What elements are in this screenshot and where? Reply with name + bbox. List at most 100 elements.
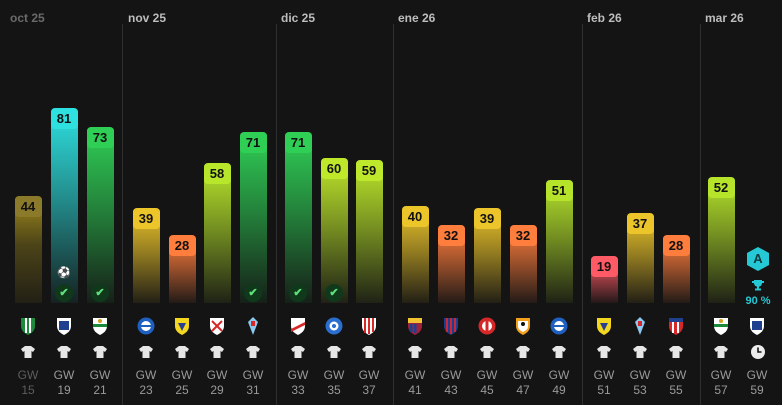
gameweek-number: 47 [516, 383, 530, 397]
gameweek-number: 25 [175, 383, 189, 397]
opponent-crest-icon-elche [714, 318, 728, 335]
fixture-bar[interactable] [545, 180, 573, 303]
gameweek-label: GW 21 [85, 368, 115, 398]
difficulty-score: 37 [626, 213, 654, 235]
month-divider [122, 24, 123, 405]
month-label: mar 26 [705, 11, 744, 25]
fixture-bar[interactable] [284, 132, 312, 303]
month-divider [582, 24, 583, 405]
opponent-crest-icon-barcelona [408, 318, 422, 335]
gameweek-prefix: GW [593, 368, 615, 382]
month-divider [393, 24, 394, 405]
gameweek-number: 35 [327, 383, 341, 397]
gameweek-label: GW 43 [436, 368, 466, 398]
shirt-icon [552, 346, 566, 358]
opponent-crest-icon-betis [21, 318, 35, 335]
difficulty-score: 52 [707, 177, 735, 199]
gameweek-number: 31 [246, 383, 260, 397]
difficulty-score: 60 [320, 158, 348, 179]
fixture-bar[interactable] [320, 159, 348, 303]
gameweek-number: 19 [57, 383, 71, 397]
shirt-icon [597, 346, 611, 358]
shirt-icon [444, 346, 458, 358]
gameweek-number: 33 [291, 383, 305, 397]
shirt-icon [210, 346, 224, 358]
gameweek-prefix: GW [548, 368, 570, 382]
fixture-bar[interactable] [86, 127, 114, 303]
difficulty-score: 40 [401, 206, 429, 227]
difficulty-score: 71 [239, 131, 267, 153]
gameweek-number: 51 [597, 383, 611, 397]
gameweek-label: GW 37 [354, 368, 384, 398]
gameweek-number: 23 [139, 383, 153, 397]
month-divider [276, 24, 277, 405]
gameweek-label: GW 33 [283, 368, 313, 398]
gameweek-prefix: GW [746, 368, 768, 382]
gameweek-number: 29 [210, 383, 224, 397]
opponent-crest-icon-villarreal [597, 318, 611, 335]
month-label: dic 25 [281, 11, 316, 25]
gameweek-label: GW 49 [544, 368, 574, 398]
gameweek-label: GW 25 [167, 368, 197, 398]
gameweek-label: GW 53 [625, 368, 655, 398]
fixture-bar[interactable] [355, 161, 383, 303]
gameweek-prefix: GW [89, 368, 111, 382]
opponent-crest-icon-rayo [291, 318, 305, 335]
gameweek-label: GW 45 [472, 368, 502, 398]
gameweek-prefix: GW [476, 368, 498, 382]
gameweek-number: 57 [714, 383, 728, 397]
clean-sheet-icon: ✔ [91, 284, 109, 302]
gameweek-prefix: GW [629, 368, 651, 382]
gameweek-label: GW 35 [319, 368, 349, 398]
opponent-crest-icon-sevilla [210, 318, 224, 335]
gameweek-number: 59 [750, 383, 764, 397]
difficulty-score: 59 [355, 160, 383, 182]
gameweek-prefix: GW [358, 368, 380, 382]
gameweek-number: 37 [362, 383, 376, 397]
difficulty-score: 28 [168, 234, 196, 256]
gameweek-label: GW 15 [13, 368, 43, 398]
gameweek-number: 41 [408, 383, 422, 397]
difficulty-score: 73 [86, 126, 114, 148]
gameweek-prefix: GW [665, 368, 687, 382]
shirt-icon [21, 346, 35, 358]
month-divider [700, 24, 701, 405]
fixture-bar[interactable] [50, 108, 78, 303]
gameweek-prefix: GW [135, 368, 157, 382]
shirt-icon [93, 346, 107, 358]
shirt-icon [362, 346, 376, 358]
difficulty-score: 19 [590, 256, 618, 278]
gameweek-prefix: GW [287, 368, 309, 382]
gameweek-prefix: GW [710, 368, 732, 382]
gameweek-prefix: GW [17, 368, 39, 382]
fixture-bar[interactable] [203, 163, 231, 303]
gameweek-prefix: GW [242, 368, 264, 382]
goal-ball-icon: ⚽ [57, 267, 71, 279]
shirt-icon [57, 346, 71, 358]
opponent-crest-icon-alaves [550, 317, 568, 335]
opponent-crest-icon-alaves [137, 317, 155, 335]
gameweek-label: GW 57 [706, 368, 736, 398]
clock-icon [751, 345, 765, 359]
difficulty-score: 39 [473, 208, 501, 230]
month-label: ene 26 [398, 11, 436, 25]
opponent-crest-icon-villarreal [175, 318, 189, 335]
difficulty-score: 71 [284, 131, 312, 153]
fixture-bar[interactable] [707, 178, 735, 303]
shirt-icon [139, 346, 153, 358]
gameweek-prefix: GW [512, 368, 534, 382]
shirt-icon [291, 346, 305, 358]
shirt-icon [408, 346, 422, 358]
difficulty-score: 58 [203, 162, 231, 184]
shirt-icon [669, 346, 683, 358]
gameweek-label: GW 23 [131, 368, 161, 398]
gameweek-number: 53 [633, 383, 647, 397]
clean-sheet-icon: ✔ [244, 284, 262, 302]
opponent-crest-icon-elche [93, 318, 107, 335]
gameweek-number: 55 [669, 383, 683, 397]
fixture-bar[interactable] [239, 132, 267, 303]
gameweek-label: GW 19 [49, 368, 79, 398]
chance-percent: 90 % [745, 295, 771, 307]
gameweek-prefix: GW [171, 368, 193, 382]
difficulty-score: 28 [662, 234, 690, 256]
